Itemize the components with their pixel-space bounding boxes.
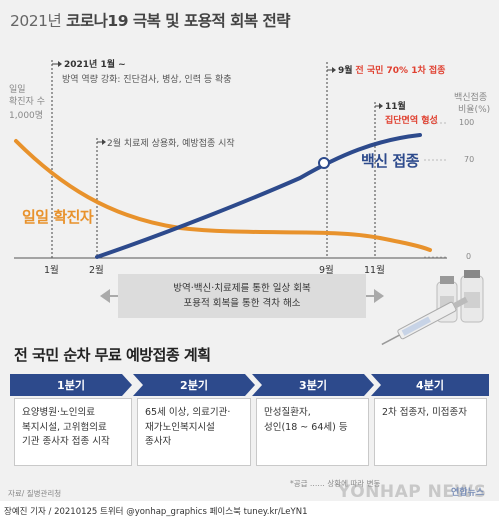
sep-arrowhead xyxy=(332,67,336,73)
quarter-3-label: 3분기 xyxy=(299,379,327,392)
quarter-3-line-1: 만성질환자, xyxy=(264,407,311,418)
quarter-3-line-2: 성인(18 ~ 64세) 등 xyxy=(264,421,348,433)
quarter-1-header: 1분기 xyxy=(10,374,132,396)
chart-graphic xyxy=(14,60,484,346)
cases-series-label: 일일 확진자 xyxy=(22,208,94,226)
quarter-1-box: 요양병원·노인의료 복지시설, 고위험의료 기관 종사자 접종 시작 xyxy=(14,398,132,466)
month-sep: 9월 xyxy=(319,265,334,276)
right-tick-70: 70 xyxy=(464,155,475,164)
quarter-1-line-2: 복지시설, 고위험의료 xyxy=(22,421,107,433)
page-title: 2021년 코로나19 극복 및 포용적 회복 전략 xyxy=(10,9,291,31)
quarter-1-line-1: 요양병원·노인의료 xyxy=(22,407,95,418)
quarter-2-box: 65세 이상, 의료기관· 재가노인복지시설 종사자 xyxy=(137,398,251,466)
quarter-4-box: 2차 접종자, 미접종자 xyxy=(374,398,487,466)
quarter-1-line-3: 기관 종사자 접종 시작 xyxy=(22,436,110,447)
watermark: YONHAP NEWS xyxy=(338,482,487,502)
quarter-1-chevron xyxy=(10,374,132,396)
left-axis-label-1: 일일 xyxy=(9,85,26,95)
annotation-nov-month: 11월 xyxy=(385,102,406,112)
gray-box-arrow-right xyxy=(374,289,384,303)
quarter-1-label: 1분기 xyxy=(57,379,85,392)
left-axis-label-3: 1,000명 xyxy=(9,111,44,121)
vaccine-curve xyxy=(95,133,422,259)
vaccine-series-label: 백신 접종 xyxy=(361,152,419,170)
annotation-jan-title: 2021년 1월 ~ xyxy=(64,60,126,70)
quarter-2-chevron xyxy=(133,374,255,396)
title-text: 코로나19 극복 및 포용적 회복 전략 xyxy=(66,12,291,30)
right-tick-100: 100 xyxy=(459,118,475,127)
quarter-2-header: 2분기 xyxy=(133,374,255,396)
nov-arrowhead xyxy=(379,103,383,109)
annotation-nov-red: 집단면역 형성 xyxy=(385,116,438,126)
quarter-4-header: 4분기 xyxy=(371,374,489,396)
annotation-feb: 2월 치료제 상용화, 예방접종 시작 xyxy=(107,139,235,149)
strategy-line-1: 방역·백신·치료제를 통한 일상 회복 xyxy=(173,283,311,294)
month-jan: 1월 xyxy=(44,265,59,276)
annotation-sep-month: 9월 xyxy=(338,66,353,76)
gray-box-arrow-left xyxy=(100,289,110,303)
quarter-2-line-1: 65세 이상, 의료기관· xyxy=(145,407,231,418)
quarter-2-label: 2분기 xyxy=(180,379,208,392)
supply-note: *공급 …… 상황에 따라 변동 xyxy=(290,479,381,488)
quarter-3-chevron xyxy=(252,374,374,396)
quarter-4-label: 4분기 xyxy=(416,379,444,392)
right-tick-0: 0 xyxy=(466,252,472,261)
month-feb: 2월 xyxy=(89,265,104,276)
left-axis-label-2: 확진자 수 xyxy=(9,97,45,107)
source-note: 자료/ 질병관리청 xyxy=(8,489,62,498)
right-axis-label-1: 백신접종 xyxy=(454,93,488,103)
cases-curve xyxy=(14,139,432,252)
strategy-line-2: 포용적 회복을 통한 격차 해소 xyxy=(183,298,301,309)
quarter-3-header: 3분기 xyxy=(252,374,374,396)
annotation-sep-red: 전 국민 70% 1차 접종 xyxy=(355,66,446,76)
feb-arrowhead xyxy=(102,139,106,145)
quarter-4-chevron xyxy=(371,374,489,396)
strategy-box: 방역·백신·치료제를 통한 일상 회복 포용적 회복을 통한 격차 해소 xyxy=(118,274,366,318)
jan-arrowhead xyxy=(58,61,62,67)
annotation-sep: 9월 전 국민 70% 1차 접종 xyxy=(338,63,445,76)
plan-title: 전 국민 순차 무료 예방접종 계획 xyxy=(14,346,211,364)
sep-marker xyxy=(318,157,330,169)
title-year: 2021년 xyxy=(10,12,62,30)
quarter-3-box: 만성질환자, 성인(18 ~ 64세) 등 xyxy=(256,398,369,466)
footer-credit: 장예진 기자 / 20210125 트위터 @yonhap_graphics 페… xyxy=(0,501,499,519)
quarter-4-line-1: 2차 접종자, 미접종자 xyxy=(382,407,468,418)
annotation-jan-detail: 방역 역량 강화: 진단검사, 병상, 인력 등 확충 xyxy=(62,75,232,85)
right-axis-label-2: 비율(%) xyxy=(458,105,491,115)
vaccine-illustration xyxy=(381,270,484,346)
quarter-2-line-2: 재가노인복지시설 xyxy=(145,421,215,433)
quarter-2-line-3: 종사자 xyxy=(145,436,172,447)
month-nov: 11월 xyxy=(364,265,385,276)
corner-logo: 연합뉴스 xyxy=(451,488,485,498)
